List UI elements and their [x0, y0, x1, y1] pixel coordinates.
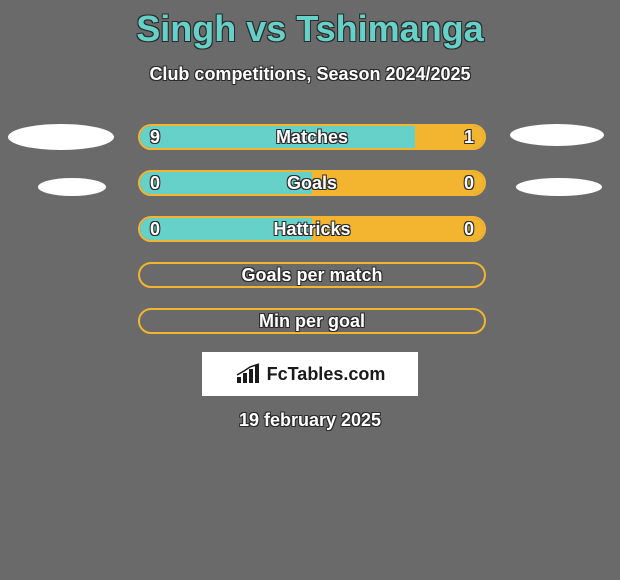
page-title: Singh vs Tshimanga — [0, 0, 620, 50]
stat-bar-value-right: 1 — [464, 126, 474, 148]
stat-row: Min per goal — [0, 308, 620, 334]
subtitle: Club competitions, Season 2024/2025 — [0, 64, 620, 85]
stat-bar-value-right: 0 — [464, 172, 474, 194]
stat-bar-track: Goals0 0 — [138, 170, 486, 196]
stat-row: Hattricks0 0 — [0, 216, 620, 242]
footer-date: 19 february 2025 — [0, 410, 620, 431]
stat-row: Matches9 1 — [0, 124, 620, 150]
stat-bar-track: Min per goal — [138, 308, 486, 334]
stat-bar-value-left: 0 — [150, 172, 160, 194]
stat-bar-track: Matches9 1 — [138, 124, 486, 150]
stat-bar-track: Goals per match — [138, 262, 486, 288]
stat-bar-value-left: 9 — [150, 126, 160, 148]
stat-row: Goals per match — [0, 262, 620, 288]
stat-row: Goals0 0 — [0, 170, 620, 196]
stat-bar-track: Hattricks0 0 — [138, 216, 486, 242]
branding-text: FcTables.com — [267, 364, 386, 385]
stat-bar-label: Min per goal — [140, 310, 484, 332]
stat-bar-label: Matches — [140, 126, 484, 148]
stat-bar-value-left: 0 — [150, 218, 160, 240]
stat-bar-label: Goals per match — [140, 264, 484, 286]
chart-bar-icon — [235, 363, 261, 385]
infographic-stage: Singh vs Tshimanga Club competitions, Se… — [0, 0, 620, 580]
branding-box: FcTables.com — [202, 352, 418, 396]
stat-bar-label: Hattricks — [140, 218, 484, 240]
stat-bar-value-right: 0 — [464, 218, 474, 240]
stat-bar-label: Goals — [140, 172, 484, 194]
